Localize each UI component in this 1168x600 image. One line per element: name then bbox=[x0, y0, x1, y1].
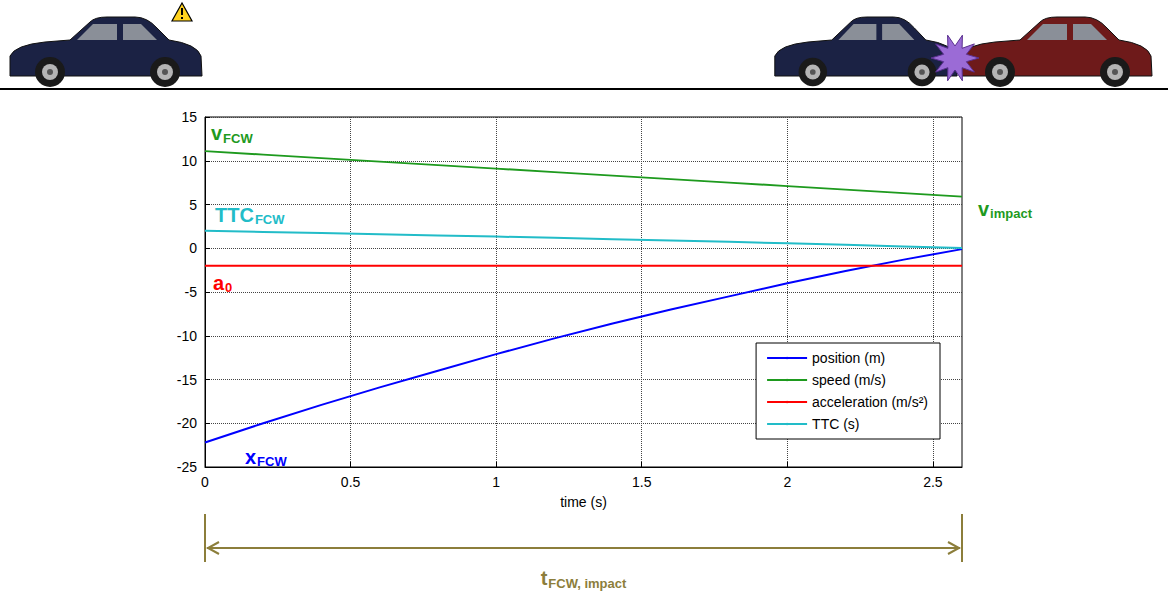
svg-text:v: v bbox=[978, 198, 990, 220]
svg-text:speed (m/s): speed (m/s) bbox=[812, 372, 886, 388]
svg-text:TTC (s): TTC (s) bbox=[812, 416, 859, 432]
svg-text:1: 1 bbox=[492, 474, 500, 490]
svg-text:-25: -25 bbox=[177, 459, 197, 475]
svg-text:-20: -20 bbox=[177, 415, 197, 431]
svg-text:position (m): position (m) bbox=[812, 350, 885, 366]
svg-text:a: a bbox=[213, 272, 225, 294]
svg-text:0: 0 bbox=[225, 280, 232, 295]
svg-text:TTC: TTC bbox=[215, 204, 254, 226]
svg-text:time (s): time (s) bbox=[560, 494, 607, 510]
svg-text:-15: -15 bbox=[177, 372, 197, 388]
svg-text:2: 2 bbox=[783, 474, 791, 490]
svg-text:-10: -10 bbox=[177, 328, 197, 344]
svg-text:x: x bbox=[245, 446, 256, 468]
svg-text:0: 0 bbox=[189, 240, 197, 256]
svg-text:1.5: 1.5 bbox=[632, 474, 652, 490]
svg-text:acceleration (m/s²): acceleration (m/s²) bbox=[812, 394, 928, 410]
svg-text:0.5: 0.5 bbox=[341, 474, 361, 490]
svg-text:impact: impact bbox=[990, 206, 1033, 221]
svg-text:t: t bbox=[541, 567, 548, 589]
svg-text:5: 5 bbox=[189, 197, 197, 213]
svg-text:v: v bbox=[211, 122, 223, 144]
svg-text:15: 15 bbox=[181, 109, 197, 125]
svg-text:2.5: 2.5 bbox=[923, 474, 943, 490]
svg-text:FCW: FCW bbox=[223, 131, 253, 146]
svg-text:FCW: FCW bbox=[255, 212, 285, 227]
svg-text:-5: -5 bbox=[185, 284, 198, 300]
svg-text:0: 0 bbox=[201, 474, 209, 490]
svg-text:FCW: FCW bbox=[257, 454, 287, 469]
svg-text:FCW, impact: FCW, impact bbox=[548, 576, 627, 591]
svg-text:10: 10 bbox=[181, 153, 197, 169]
